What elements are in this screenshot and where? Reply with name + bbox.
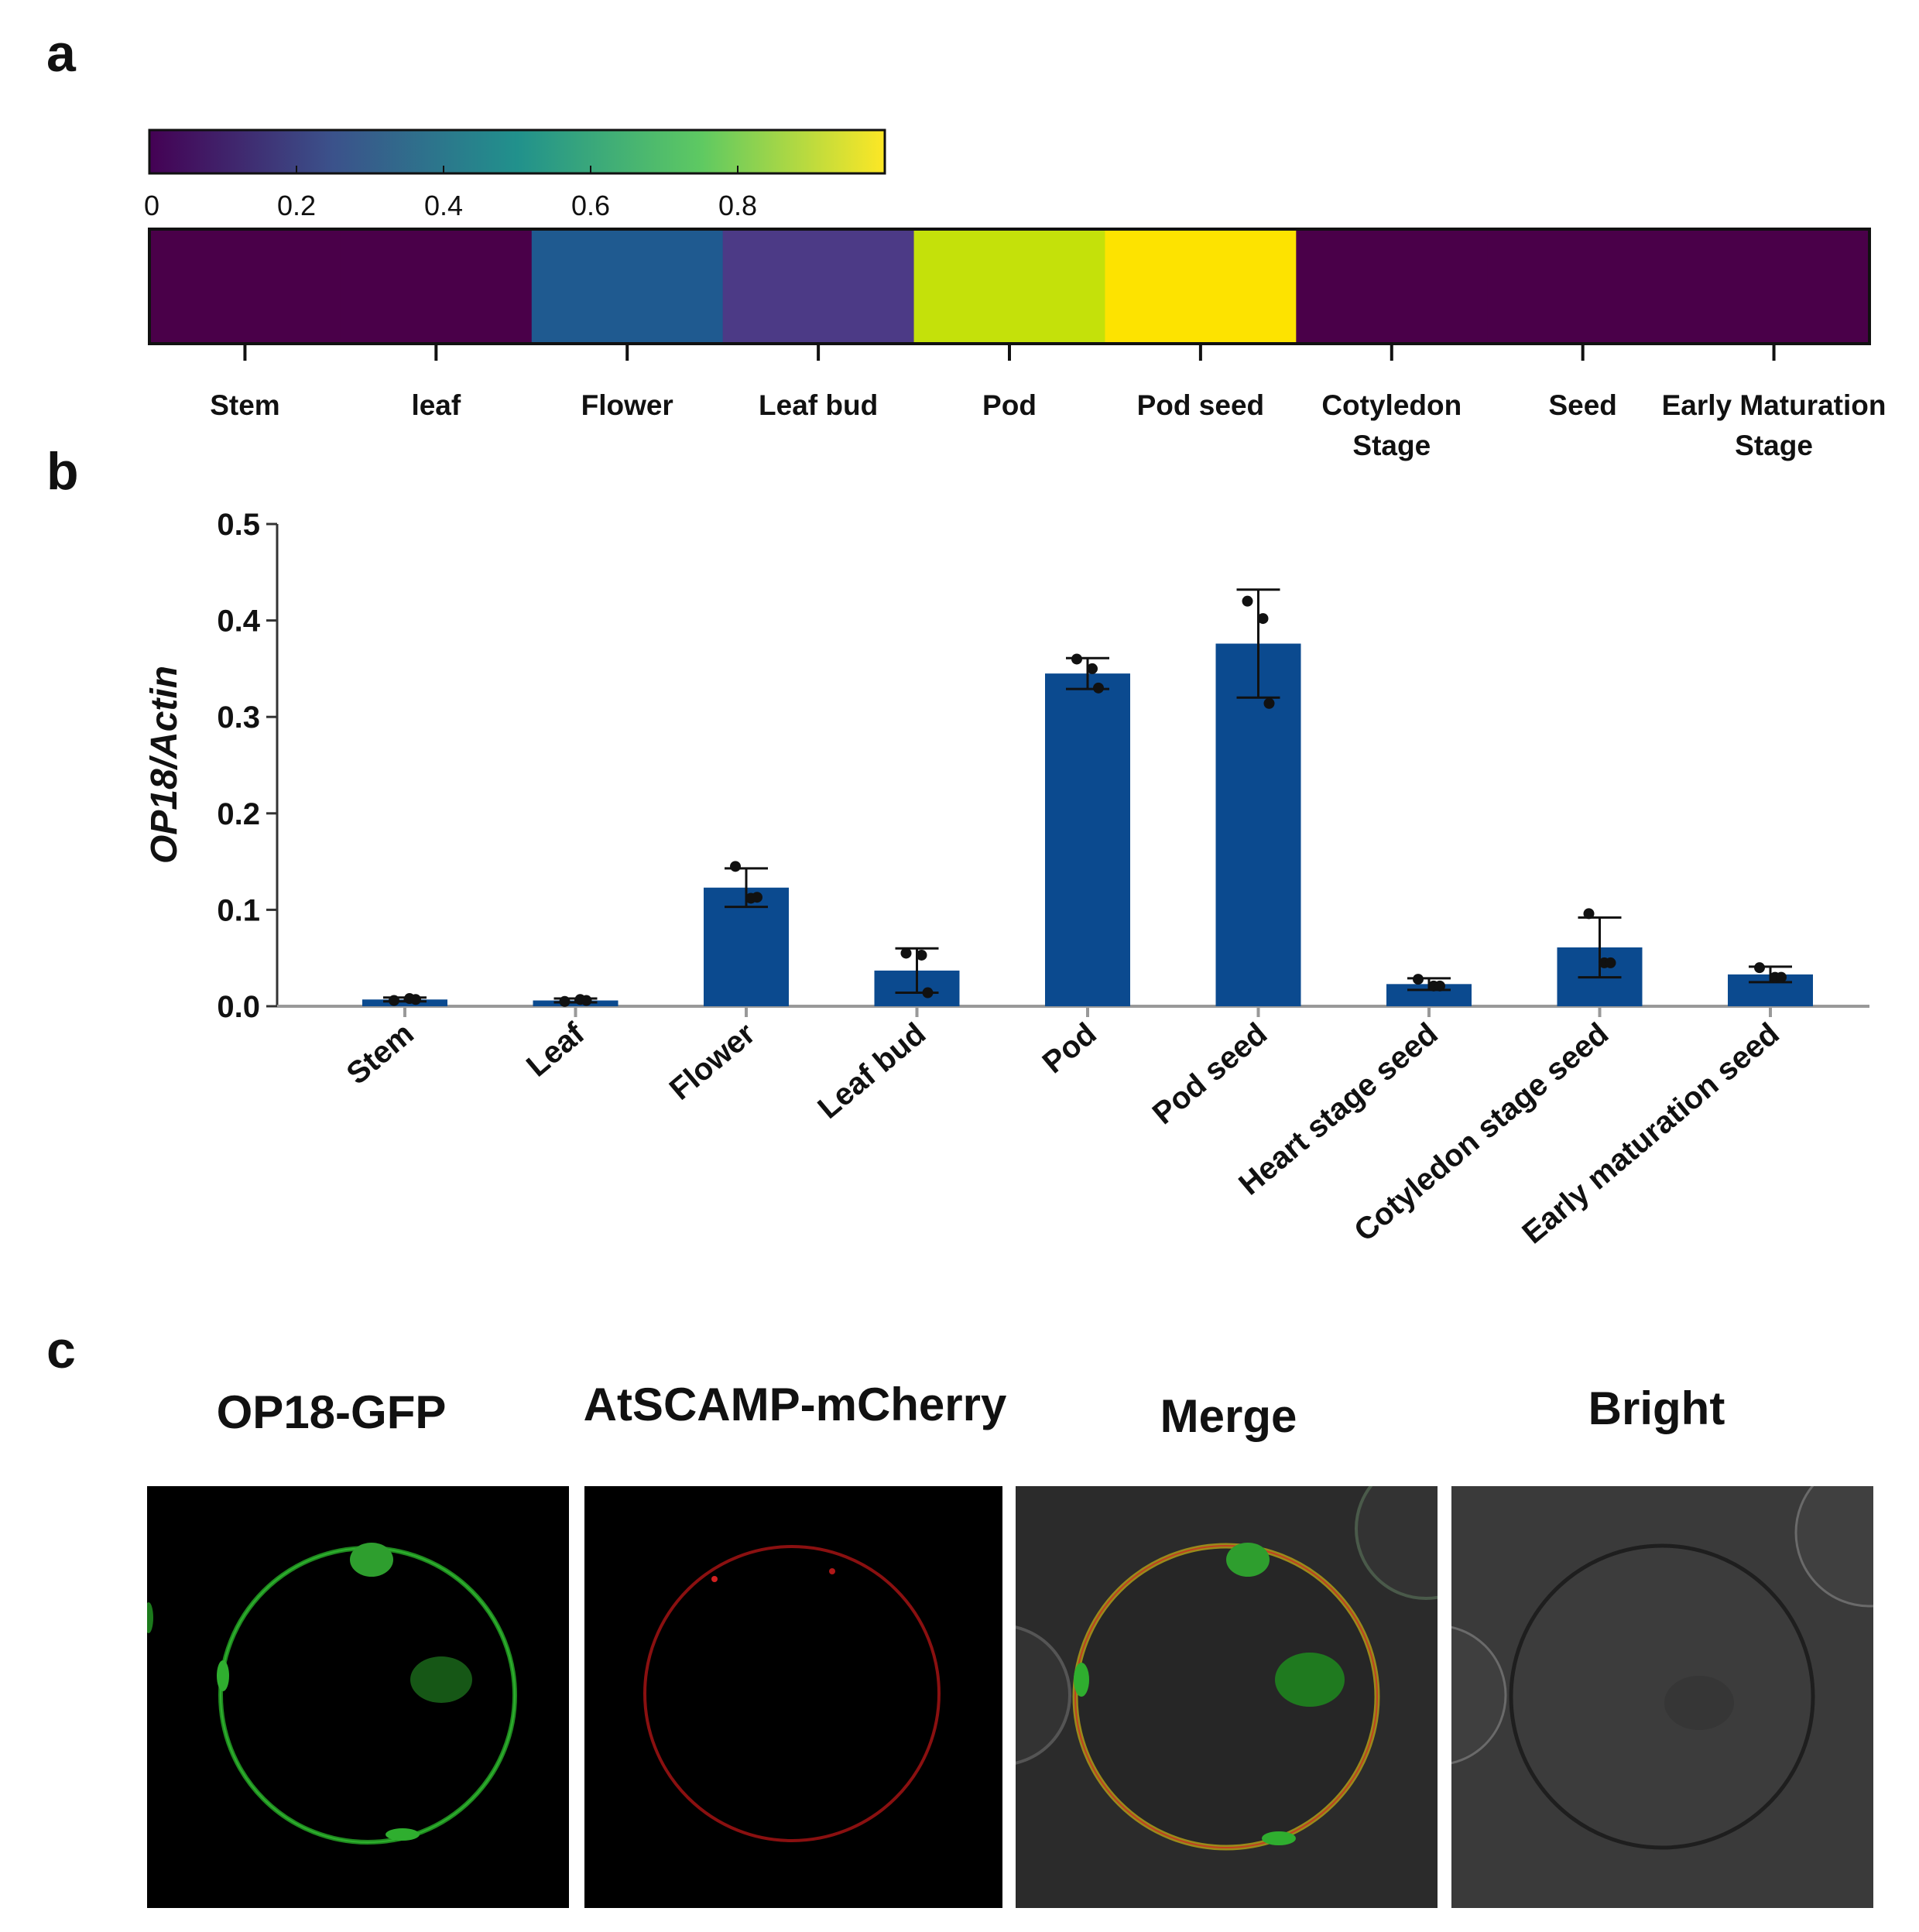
data-point [752,892,762,903]
data-point [916,949,927,961]
heatmap-cell [149,229,341,344]
heatmap-label: Stem [210,389,279,421]
microscopy-title-merge: Merge [1160,1390,1297,1442]
data-point [1754,962,1765,974]
data-point [581,995,592,1006]
data-point [1071,653,1082,665]
heatmap-cell [1487,229,1679,344]
data-point [1257,613,1269,625]
colorbar-tick-label: 0 [144,190,159,221]
microscopy-mcherry-image [584,1486,1002,1908]
heatmap-cell [1105,229,1297,344]
colorbar-tick-label: 0.6 [571,190,610,221]
bar [1215,643,1301,1006]
y-axis-title: OP18/Actin [144,666,185,864]
data-point [1263,697,1275,709]
x-tick-label: Leaf bud [811,1016,932,1125]
data-point [900,947,912,959]
heatmap-figure: 0 0.2 0.4 0.6 0.8 Stem leaf Flower Leaf bud Pod P… [144,128,1886,461]
microscopy-gfp-image [147,1486,569,1908]
data-point [389,995,399,1006]
heatmap-cell [340,229,533,344]
microscopy-title-mcherry: AtSCAMP-mCherry [583,1379,1007,1430]
microscopy-bright-image [1451,1486,1873,1908]
x-tick-label: Pod [1037,1016,1103,1080]
bar [362,999,447,1006]
data-point [1087,663,1098,674]
heatmap-label: Cotyledon [1321,389,1462,421]
data-point [1583,908,1595,920]
panel-b-label: b [46,442,79,501]
data-point [1776,971,1787,983]
data-point [559,995,571,1007]
heatmap-label: Seed [1548,389,1616,421]
heatmap-label: Leaf bud [759,389,878,421]
data-point [1413,974,1424,985]
heatmap-cell [722,229,915,344]
heatmap-label: Pod [982,389,1037,421]
data-point [1605,957,1616,968]
data-point [1093,682,1104,694]
colorbar-tick-label: 0.4 [424,190,463,221]
heatmap-label: leaf [411,389,461,421]
y-tick-label: 0.5 [217,508,260,542]
bar [1045,673,1130,1006]
x-tick-label: Stem [341,1016,420,1091]
data-point [1242,595,1253,607]
y-tick-label: 0.1 [217,893,260,927]
colorbar-tick-label: 0.8 [718,190,757,221]
microscopy-merge-image [1016,1486,1438,1908]
panel-a-label: a [46,24,76,83]
data-point [410,994,421,1005]
bar-chart: 0.0 0.1 0.2 0.3 0.4 0.5 OP18/Actin Stem Leaf Flo… [144,508,1869,1251]
x-tick-label: Flower [663,1016,762,1107]
heatmap-cell [1678,229,1870,344]
y-tick-label: 0.0 [217,990,260,1024]
data-point [922,987,934,999]
data-point [1434,980,1445,992]
heatmap-cell [1296,229,1488,344]
heatmap-label: Pod seed [1137,389,1265,421]
colorbar [148,128,886,175]
panel-c-label: c [46,1321,76,1379]
heatmap-label: Early Maturation [1662,389,1886,421]
x-tick-label: Leaf [520,1016,591,1084]
y-tick-label: 0.4 [217,605,260,639]
microscopy-title-gfp: OP18-GFP [216,1386,447,1438]
heatmap-label: Stage [1352,430,1431,461]
x-tick-label: Pod seed [1146,1016,1274,1131]
data-point [730,861,741,872]
heatmap-label: Flower [581,389,673,421]
microscopy-title-bright: Bright [1588,1382,1725,1434]
heatmap-cell [913,229,1105,344]
y-tick-label: 0.3 [217,701,260,735]
colorbar-tick-label: 0.2 [277,190,316,221]
heatmap-cell [531,229,724,344]
y-tick-label: 0.2 [217,797,260,831]
heatmap-label: Stage [1735,430,1813,461]
